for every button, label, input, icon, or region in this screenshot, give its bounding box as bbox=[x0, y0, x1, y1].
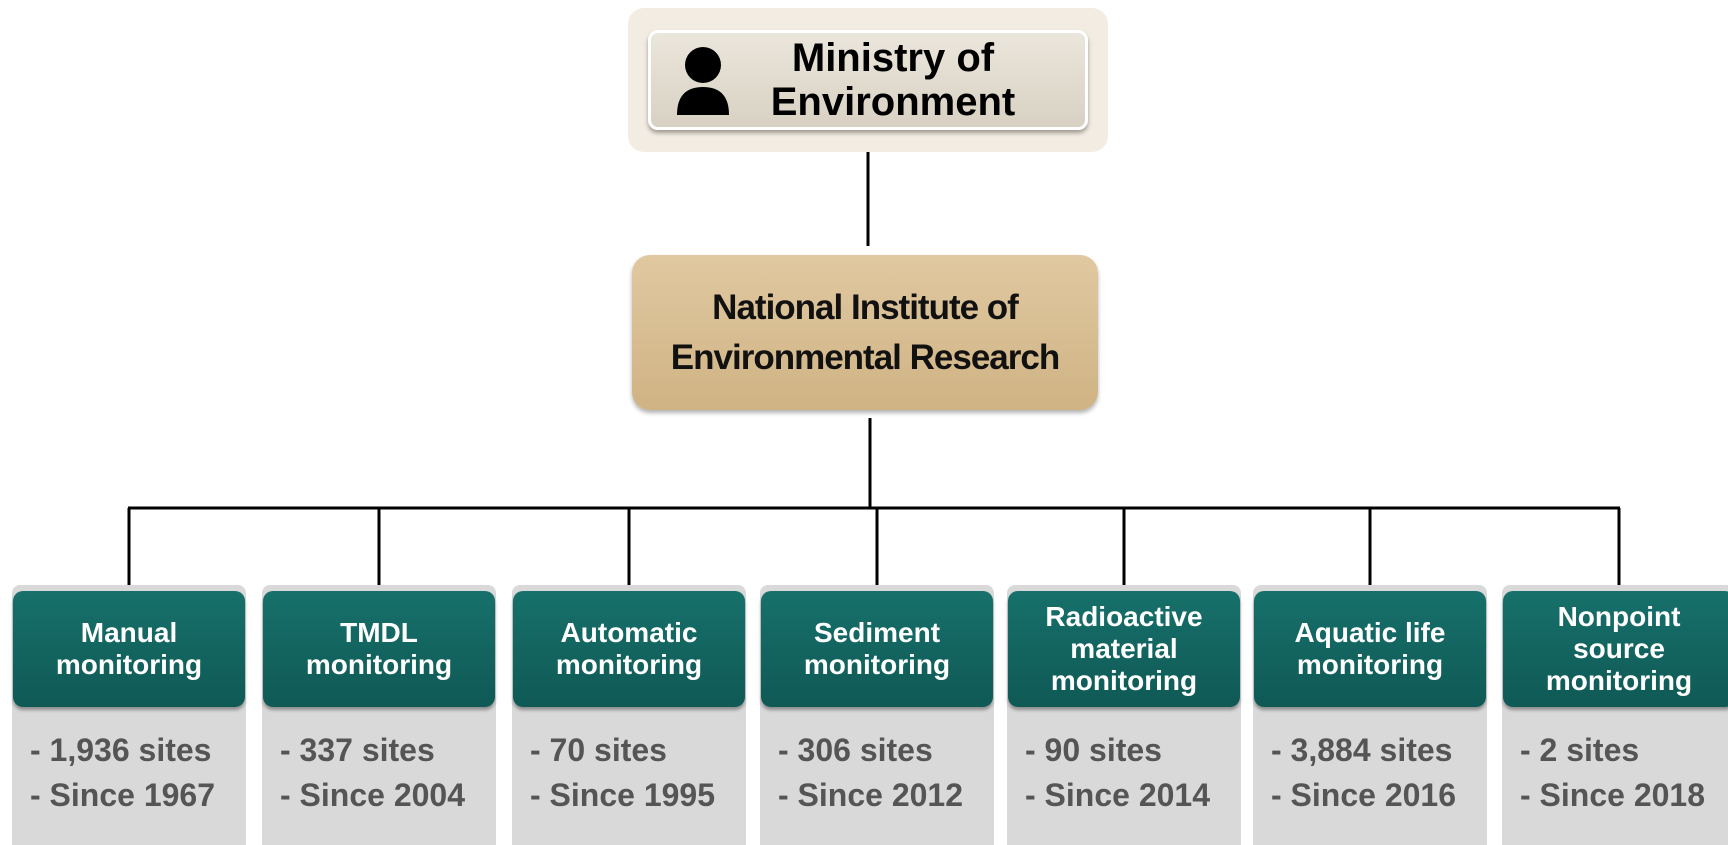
unit-title-line: Aquatic life bbox=[1294, 617, 1446, 648]
unit-detail: - Since 2004 bbox=[280, 777, 465, 813]
unit-title-line: Nonpoint bbox=[1557, 601, 1681, 632]
unit-detail: - 2 sites bbox=[1520, 732, 1640, 768]
unit-details: - 70 sites - Since 1995 bbox=[512, 728, 746, 818]
unit-title-line: Sediment bbox=[813, 617, 941, 648]
unit-title-line: Manual bbox=[80, 617, 178, 648]
text-line: National Institute of bbox=[712, 287, 1019, 327]
text-line: Environment bbox=[770, 80, 1016, 124]
unit-detail: - Since 1995 bbox=[530, 777, 715, 813]
unit-box: Radioactive material monitoring bbox=[1008, 591, 1240, 707]
unit-title-line: Automatic bbox=[560, 617, 698, 648]
unit-box: TMDL monitoring bbox=[263, 591, 495, 707]
unit-title-line: monitoring bbox=[1296, 649, 1444, 680]
ministry-label: Ministry of Environment bbox=[651, 36, 1085, 124]
unit-title-line: monitoring bbox=[1545, 665, 1693, 696]
unit-detail: - 306 sites bbox=[778, 732, 933, 768]
unit-details: - 2 sites - Since 2018 bbox=[1502, 728, 1728, 818]
unit-title-line: Radioactive bbox=[1045, 601, 1203, 632]
person-icon bbox=[677, 47, 729, 115]
unit-title-line: monitoring bbox=[555, 649, 703, 680]
unit-box: Aquatic life monitoring bbox=[1254, 591, 1486, 707]
unit-detail: - Since 1967 bbox=[30, 777, 215, 813]
text-line: Environmental Research bbox=[670, 337, 1060, 377]
unit-detail: - Since 2012 bbox=[778, 777, 963, 813]
unit-title-line: monitoring bbox=[803, 649, 951, 680]
unit-detail: - 3,884 sites bbox=[1271, 732, 1453, 768]
unit-detail: - Since 2014 bbox=[1025, 777, 1210, 813]
institute-label: National Institute of Environmental Rese… bbox=[670, 283, 1060, 383]
unit-title-line: TMDL bbox=[340, 617, 418, 648]
unit-details: - 90 sites - Since 2014 bbox=[1007, 728, 1241, 818]
unit-box: Manual monitoring bbox=[13, 591, 245, 707]
unit-details: - 1,936 sites - Since 1967 bbox=[12, 728, 246, 818]
unit-detail: - 1,936 sites bbox=[30, 732, 212, 768]
unit-details: - 337 sites - Since 2004 bbox=[262, 728, 496, 818]
unit-box: Sediment monitoring bbox=[761, 591, 993, 707]
unit-title-line: monitoring bbox=[305, 649, 453, 680]
unit-detail: - 90 sites bbox=[1025, 732, 1162, 768]
unit-title-line: monitoring bbox=[55, 649, 203, 680]
ministry-box: Ministry of Environment bbox=[648, 30, 1088, 130]
unit-title-line: material bbox=[1070, 633, 1178, 664]
unit-detail: - 70 sites bbox=[530, 732, 667, 768]
unit-box: Automatic monitoring bbox=[513, 591, 745, 707]
unit-detail: - Since 2018 bbox=[1520, 777, 1705, 813]
institute-box: National Institute of Environmental Rese… bbox=[632, 255, 1098, 410]
unit-title-line: monitoring bbox=[1050, 665, 1198, 696]
unit-title-line: source bbox=[1573, 633, 1665, 664]
unit-details: - 3,884 sites - Since 2016 bbox=[1253, 728, 1487, 818]
unit-details: - 306 sites - Since 2012 bbox=[760, 728, 994, 818]
text-line: Ministry of bbox=[791, 36, 995, 80]
unit-detail: - Since 2016 bbox=[1271, 777, 1456, 813]
unit-box: Nonpoint source monitoring bbox=[1503, 591, 1728, 707]
unit-detail: - 337 sites bbox=[280, 732, 435, 768]
